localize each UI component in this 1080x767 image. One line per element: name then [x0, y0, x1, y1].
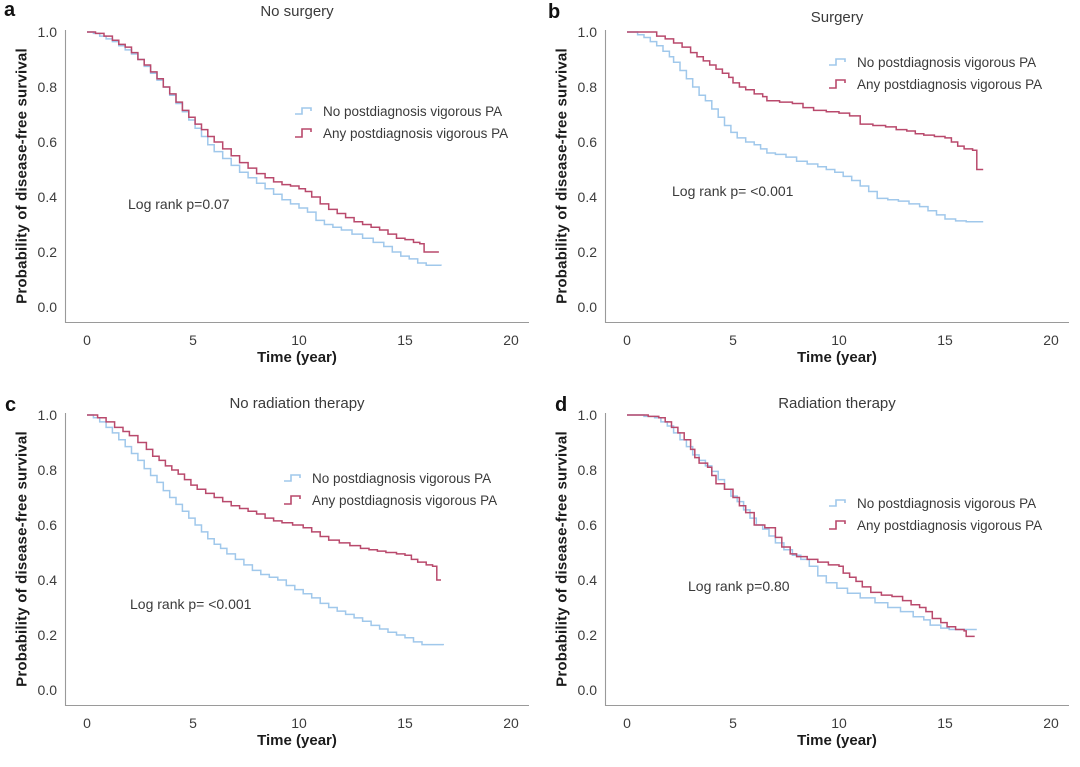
svg-text:0: 0 — [83, 332, 91, 348]
km-plot: 0.0 0.2 0.4 0.6 0.8 1.0 0 5 10 15 20 — [38, 24, 529, 348]
step-line-marker-no-pa-icon — [295, 107, 312, 115]
panel-no-surgery: a No surgery Probability of disease-free… — [0, 0, 540, 383]
legend: No postdiagnosis vigorous PA Any postdia… — [828, 51, 1042, 95]
svg-text:0.6: 0.6 — [578, 517, 598, 533]
svg-text:10: 10 — [291, 332, 307, 348]
svg-text:0.0: 0.0 — [578, 682, 598, 698]
panel-title: Surgery — [810, 9, 864, 26]
legend-label: Any postdiagnosis vigorous PA — [857, 517, 1043, 533]
legend-row: Any postdiagnosis vigorous PA — [283, 489, 497, 511]
svg-text:15: 15 — [397, 332, 413, 348]
legend-row: No postdiagnosis vigorous PA — [283, 467, 497, 489]
step-line-marker-any-pa-icon — [295, 128, 312, 138]
step-line-marker-any-pa-icon — [284, 495, 301, 505]
svg-text:20: 20 — [503, 715, 519, 731]
svg-text:15: 15 — [937, 715, 953, 731]
svg-text:0: 0 — [83, 715, 91, 731]
x-axis-label: Time (year) — [797, 732, 877, 749]
svg-text:0.6: 0.6 — [38, 517, 58, 533]
svg-text:1.0: 1.0 — [38, 407, 58, 423]
legend-label: No postdiagnosis vigorous PA — [312, 470, 492, 486]
svg-text:1.0: 1.0 — [578, 24, 598, 40]
svg-text:0.8: 0.8 — [38, 462, 58, 478]
svg-text:0.2: 0.2 — [578, 244, 598, 260]
km-plot: 0.0 0.2 0.4 0.6 0.8 1.0 0 5 10 15 20 — [38, 407, 529, 731]
km-plot: 0.0 0.2 0.4 0.6 0.8 1.0 0 5 10 15 20 — [578, 24, 1069, 348]
svg-text:0.2: 0.2 — [578, 627, 598, 643]
log-rank-annotation: Log rank p=0.80 — [688, 578, 790, 594]
svg-text:15: 15 — [937, 332, 953, 348]
legend-label: Any postdiagnosis vigorous PA — [323, 125, 509, 141]
svg-text:0.0: 0.0 — [38, 299, 58, 315]
step-line-marker-no-pa-icon — [829, 499, 846, 507]
svg-text:20: 20 — [1043, 715, 1059, 731]
x-axis-label: Time (year) — [797, 349, 877, 366]
svg-text:0.4: 0.4 — [578, 189, 598, 205]
legend-label: No postdiagnosis vigorous PA — [323, 103, 503, 119]
legend-row: Any postdiagnosis vigorous PA — [828, 73, 1042, 95]
step-line-marker-no-pa-icon — [284, 474, 301, 482]
panel-title: No surgery — [260, 3, 334, 20]
panel-radiation-therapy: d Radiation therapy Probability of disea… — [540, 383, 1080, 766]
svg-text:0.0: 0.0 — [38, 682, 58, 698]
x-axis-label: Time (year) — [257, 349, 337, 366]
km-plot: 0.0 0.2 0.4 0.6 0.8 1.0 0 5 10 15 20 — [578, 407, 1069, 731]
legend: No postdiagnosis vigorous PA Any postdia… — [294, 100, 508, 144]
svg-text:0.4: 0.4 — [578, 572, 598, 588]
log-rank-annotation: Log rank p=0.07 — [128, 196, 230, 212]
legend-row: No postdiagnosis vigorous PA — [828, 492, 1042, 514]
panel-letter: c — [5, 394, 17, 416]
legend-label: Any postdiagnosis vigorous PA — [312, 492, 498, 508]
svg-text:0.8: 0.8 — [578, 79, 598, 95]
log-rank-annotation: Log rank p= <0.001 — [130, 596, 252, 612]
svg-text:1.0: 1.0 — [578, 407, 598, 423]
svg-text:5: 5 — [189, 332, 197, 348]
svg-text:20: 20 — [1043, 332, 1059, 348]
svg-text:20: 20 — [503, 332, 519, 348]
panel-letter: a — [4, 0, 16, 21]
legend-label: No postdiagnosis vigorous PA — [857, 495, 1037, 511]
svg-text:10: 10 — [831, 715, 847, 731]
panel-letter: d — [555, 394, 568, 416]
svg-text:0.0: 0.0 — [578, 299, 598, 315]
step-line-marker-any-pa-icon — [829, 79, 846, 89]
panel-surgery: b Surgery Probability of disease-free su… — [540, 0, 1080, 383]
legend: No postdiagnosis vigorous PA Any postdia… — [283, 467, 497, 511]
x-axis-label: Time (year) — [257, 732, 337, 749]
svg-text:0.8: 0.8 — [38, 79, 58, 95]
svg-text:0: 0 — [623, 332, 631, 348]
svg-text:5: 5 — [189, 715, 197, 731]
svg-text:5: 5 — [729, 332, 737, 348]
svg-text:0.8: 0.8 — [578, 462, 598, 478]
legend-row: No postdiagnosis vigorous PA — [828, 51, 1042, 73]
legend-label: Any postdiagnosis vigorous PA — [857, 76, 1043, 92]
panel-title: Radiation therapy — [778, 395, 896, 412]
svg-text:0.6: 0.6 — [38, 134, 58, 150]
panel-no-radiation-therapy: c No radiation therapy Probability of di… — [0, 383, 540, 766]
svg-text:5: 5 — [729, 715, 737, 731]
svg-text:10: 10 — [831, 332, 847, 348]
step-line-marker-any-pa-icon — [829, 520, 846, 530]
legend-row: Any postdiagnosis vigorous PA — [828, 514, 1042, 536]
legend-label: No postdiagnosis vigorous PA — [857, 54, 1037, 70]
legend-row: No postdiagnosis vigorous PA — [294, 100, 508, 122]
svg-text:0.4: 0.4 — [38, 572, 58, 588]
panel-title: No radiation therapy — [229, 395, 365, 412]
step-line-marker-no-pa-icon — [829, 58, 846, 66]
svg-text:0.2: 0.2 — [38, 627, 58, 643]
svg-text:0.6: 0.6 — [578, 134, 598, 150]
svg-text:10: 10 — [291, 715, 307, 731]
legend: No postdiagnosis vigorous PA Any postdia… — [828, 492, 1042, 536]
svg-text:0.2: 0.2 — [38, 244, 58, 260]
panel-letter: b — [548, 1, 561, 23]
svg-text:0: 0 — [623, 715, 631, 731]
svg-text:1.0: 1.0 — [38, 24, 58, 40]
legend-row: Any postdiagnosis vigorous PA — [294, 122, 508, 144]
log-rank-annotation: Log rank p= <0.001 — [672, 183, 794, 199]
svg-text:0.4: 0.4 — [38, 189, 58, 205]
svg-text:15: 15 — [397, 715, 413, 731]
